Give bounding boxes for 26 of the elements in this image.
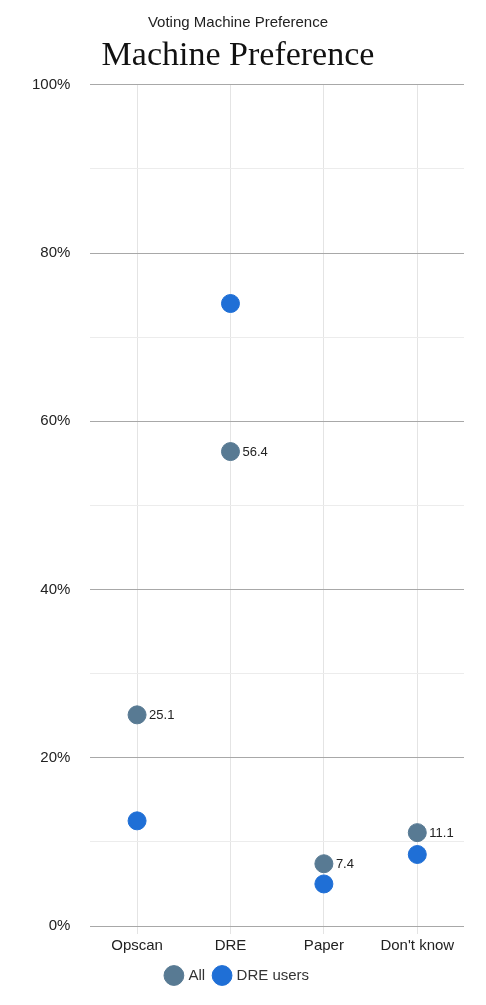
- chart-title: Voting Machine Preference: [147, 13, 329, 31]
- point: [220, 442, 240, 462]
- chart-subtitle: Machine Preference: [101, 35, 375, 73]
- data-label: 7.4: [335, 856, 354, 872]
- point: [314, 854, 334, 874]
- data-label: 25.1: [149, 707, 175, 723]
- y-tick-label: 40%: [40, 579, 71, 597]
- legend-label: All: [188, 965, 206, 983]
- legend-label: DRE users: [236, 965, 310, 983]
- y-tick-label: 100%: [31, 74, 71, 92]
- data-label: 56.4: [242, 444, 268, 460]
- x-tick-label: Paper: [303, 936, 344, 954]
- x-tick-label: Don't know: [380, 936, 455, 954]
- point: [127, 811, 147, 831]
- point: [314, 874, 334, 894]
- data-label: 11.1: [429, 825, 454, 841]
- y-tick-label: 60%: [40, 411, 71, 429]
- x-tick-label: Opscan: [111, 936, 163, 954]
- point: [127, 705, 147, 725]
- y-tick-label: 80%: [40, 243, 71, 261]
- x-tick-label: DRE: [214, 936, 247, 954]
- y-tick-label: 20%: [40, 747, 71, 765]
- point: [220, 294, 240, 314]
- point: [407, 823, 427, 843]
- y-tick-label: 0%: [48, 916, 71, 934]
- point: [407, 845, 427, 864]
